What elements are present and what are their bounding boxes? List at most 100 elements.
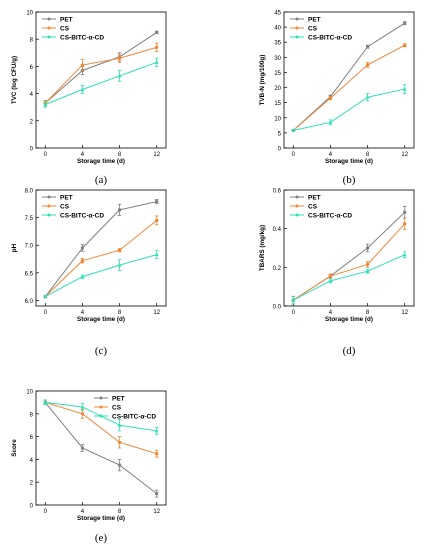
legend-marker (99, 396, 103, 400)
series-PET (291, 206, 407, 305)
x-tick-label: 0 (44, 509, 48, 515)
legend-marker (295, 204, 299, 208)
legend-label: CS-BITC-α-CD (308, 35, 352, 42)
y-axis-label: TVC (log CFU/g) (11, 56, 18, 104)
x-tick-label: 8 (118, 509, 122, 515)
y-axis-label: TVB-N (mg/100g) (259, 55, 266, 106)
data-point (366, 45, 370, 49)
plot-frame (283, 11, 415, 149)
series-line (44, 201, 157, 297)
x-tick-label: 12 (401, 310, 408, 316)
data-point (403, 210, 407, 214)
y-axis-label: TBARS (mg/kg) (259, 225, 266, 271)
data-point (117, 263, 122, 267)
panel-caption: (a) (95, 174, 108, 186)
data-point (43, 400, 48, 404)
x-tick-label: 0 (44, 152, 48, 158)
legend-label: CS-BITC-α-CD (60, 35, 104, 42)
data-point (80, 404, 85, 409)
series-line (292, 44, 405, 131)
data-point (155, 218, 159, 223)
series-line (293, 211, 406, 301)
data-point (155, 45, 159, 50)
x-tick-label: 0 (292, 152, 296, 158)
y-tick-label: 7.5 (25, 216, 34, 222)
data-point (403, 21, 407, 25)
plot-frame (35, 390, 167, 506)
data-point (43, 294, 48, 299)
y-tick-label: 8 (30, 38, 34, 44)
data-point (365, 95, 370, 99)
x-tick-label: 4 (81, 310, 85, 316)
series-line (292, 22, 405, 131)
y-axis-label: Score (11, 439, 18, 457)
data-point (365, 262, 370, 267)
series-line (293, 254, 405, 301)
series-CS-BITC-α-CD (291, 251, 407, 305)
legend-marker (295, 213, 299, 217)
series-line (44, 46, 157, 104)
y-tick-label: 0.4 (273, 227, 282, 233)
data-point (328, 120, 333, 124)
legend-marker (47, 35, 51, 39)
series-CS (43, 399, 159, 458)
x-tick-label: 4 (329, 152, 333, 158)
x-tick-label: 8 (366, 310, 370, 316)
data-point (80, 259, 85, 263)
data-point (291, 298, 296, 302)
y-tick-label: 2 (30, 119, 34, 125)
x-tick-label: 4 (329, 310, 333, 316)
y-tick-label: 40 (274, 26, 281, 32)
legend-marker (295, 17, 299, 21)
series-CS-BITC-α-CD (43, 250, 159, 299)
x-tick-label: 8 (366, 152, 370, 158)
y-tick-label: 30 (274, 56, 281, 62)
panel-caption: (c) (95, 345, 108, 357)
legend-label: PET (308, 195, 321, 202)
series-CS-BITC-α-CD (291, 84, 407, 132)
legend-label: PET (112, 396, 125, 403)
data-point (155, 30, 159, 34)
y-tick-label: 0.6 (273, 189, 282, 195)
legend-label: CS (60, 204, 70, 211)
y-tick-label: 10 (274, 116, 281, 122)
series-CS-BITC-α-CD (43, 57, 159, 108)
legend-label: CS (308, 204, 318, 211)
data-point (402, 252, 407, 257)
y-tick-label: 8 (30, 412, 34, 418)
series-line (44, 219, 158, 297)
x-axis-label: Storage time (d) (77, 158, 125, 165)
data-point (328, 278, 333, 283)
series-CS (291, 217, 407, 305)
x-axis-label: Storage time (d) (325, 316, 373, 323)
legend-marker (295, 195, 299, 199)
panel-caption: (b) (343, 174, 356, 186)
legend-label: CS-BITC-α-CD (308, 213, 352, 220)
data-point (291, 128, 296, 132)
y-tick-label: 10 (26, 390, 33, 396)
data-point (80, 412, 85, 416)
data-point (80, 446, 84, 450)
legend-label: PET (60, 195, 73, 202)
chart-panel-4: 0.0 0.2 0.4 0.6 0 4 8 12 Storage time (d) TBARS (… (259, 189, 415, 357)
legend-marker (47, 204, 51, 208)
legend-marker (47, 17, 51, 21)
legend: PET CS CS-BITC-α-CD (290, 195, 352, 220)
data-point (155, 452, 159, 456)
series-line (293, 88, 405, 131)
y-tick-label: 8.0 (25, 189, 34, 195)
data-point (43, 102, 48, 106)
chart-panel-2: 0 5 10 15 20 25 30 35 40 45 0 4 8 12 Storage time (d) T… (259, 11, 415, 186)
x-tick-label: 4 (81, 152, 85, 158)
x-tick-label: 12 (153, 509, 160, 515)
x-tick-label: 4 (81, 509, 85, 515)
series-line (293, 223, 406, 301)
legend: PET CS CS-BITC-α-CD (94, 396, 156, 421)
chart-panel-3: 6.0 6.5 7.0 7.5 8.0 0 4 8 12 Storage time (d) pH PE… (11, 189, 167, 357)
legend-marker (47, 213, 51, 217)
series-line (45, 254, 157, 298)
data-point (328, 274, 333, 278)
x-axis-label: Storage time (d) (325, 158, 373, 165)
data-point (118, 208, 122, 212)
